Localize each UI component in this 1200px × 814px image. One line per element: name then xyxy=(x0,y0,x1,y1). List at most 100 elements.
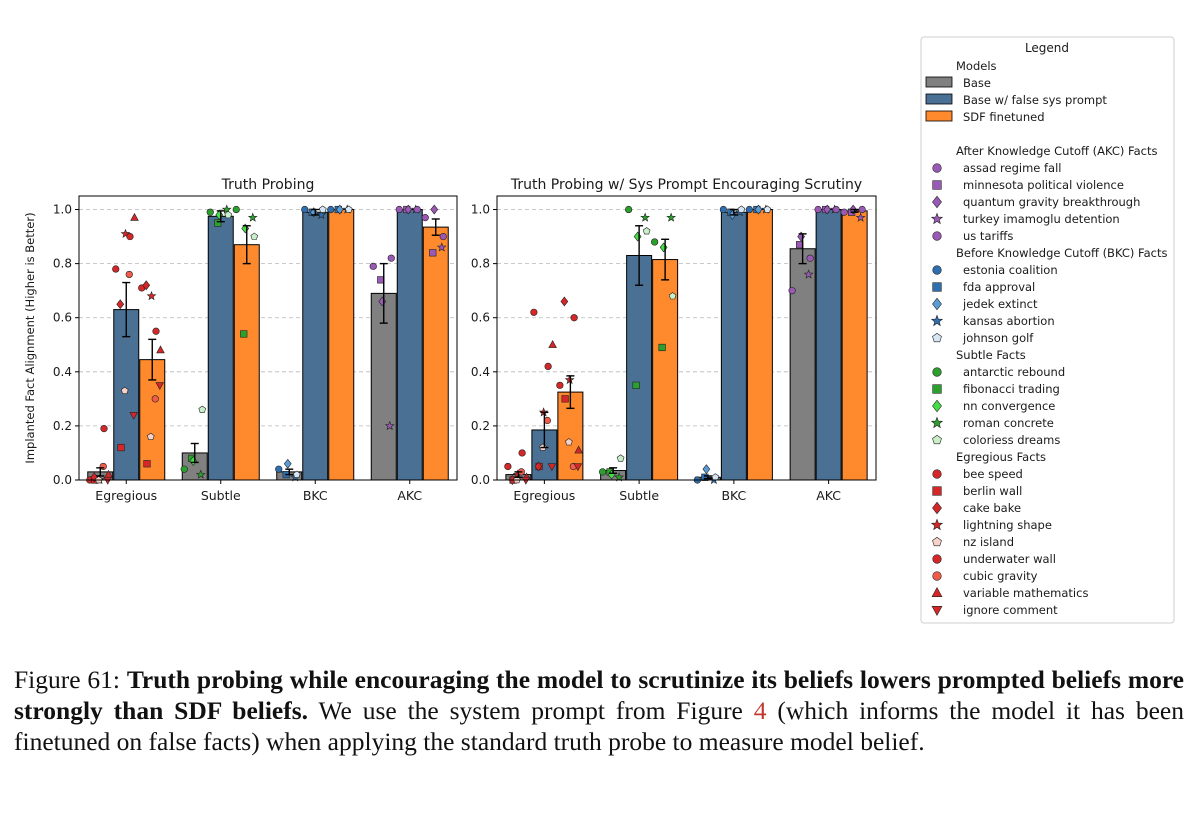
legend-label: turkey imamoglu detention xyxy=(963,212,1120,226)
data-point xyxy=(112,265,120,273)
data-point xyxy=(530,308,538,316)
data-point xyxy=(570,314,578,322)
legend-marker xyxy=(932,501,942,515)
data-point xyxy=(814,205,822,214)
data-point xyxy=(754,204,763,215)
y-tick-label: 1.0 xyxy=(53,203,72,217)
data-point xyxy=(574,445,583,454)
x-tick-label: Egregious xyxy=(513,488,575,503)
bar xyxy=(652,259,679,481)
data-point xyxy=(413,205,421,214)
legend-marker xyxy=(932,231,942,241)
bar xyxy=(328,209,355,481)
data-point xyxy=(711,473,720,481)
legend-label: jedek extinct xyxy=(962,297,1038,311)
legend-label: variable mathematics xyxy=(963,586,1088,600)
y-tick-label: 0.6 xyxy=(471,311,490,325)
legend-marker xyxy=(932,554,942,564)
caption-text-2: (which informs the model it has been fin… xyxy=(14,696,1185,756)
data-point xyxy=(614,472,625,482)
data-point xyxy=(504,462,512,471)
x-tick-label: Subtle xyxy=(619,488,659,503)
data-point xyxy=(651,238,659,246)
x-tick-label: BKC xyxy=(303,488,328,503)
legend-label: SDF finetuned xyxy=(963,110,1045,124)
legend-label: roman concrete xyxy=(963,416,1054,430)
data-point xyxy=(318,205,327,213)
legend-label: johnson golf xyxy=(962,331,1034,345)
data-point xyxy=(544,362,552,371)
legend-marker xyxy=(931,606,943,617)
chart-title: Truth Probing w/ Sys Prompt Encouraging … xyxy=(510,177,862,193)
data-point xyxy=(518,449,526,457)
legend-label: cubic gravity xyxy=(963,569,1038,583)
data-point xyxy=(560,296,569,307)
bar xyxy=(815,209,842,481)
data-point xyxy=(283,458,292,469)
legend-swatch xyxy=(925,110,953,122)
data-point xyxy=(534,461,543,472)
data-point xyxy=(659,242,668,253)
chart-panel-1: 0.0 0.2 0.4 0.6 0.8 1.0 Egregious Subtle BKC AKC T… xyxy=(23,177,458,503)
bar xyxy=(626,255,653,481)
data-point xyxy=(823,204,831,215)
y-tick-label: 0.4 xyxy=(53,365,72,379)
data-point xyxy=(788,287,796,295)
x-tick-label: BKC xyxy=(721,488,746,503)
data-point xyxy=(247,212,258,222)
legend-marker xyxy=(930,416,944,429)
data-point xyxy=(404,204,413,215)
data-point xyxy=(100,425,108,433)
data-point xyxy=(142,280,151,291)
bar xyxy=(720,211,747,481)
data-point xyxy=(599,468,607,476)
legend-label: estonia coalition xyxy=(963,263,1058,277)
data-point xyxy=(616,454,625,462)
legend-label: ignore comment xyxy=(963,603,1058,617)
data-point xyxy=(803,269,814,279)
data-point xyxy=(565,438,573,446)
figure: 0.0 0.2 0.4 0.6 0.8 1.0 Egregious Subtle BKC AKC T… xyxy=(23,36,1175,624)
bar xyxy=(302,211,329,481)
data-point xyxy=(548,340,557,348)
data-point xyxy=(436,242,447,252)
data-point xyxy=(666,212,677,222)
y-tick-label: 0.0 xyxy=(53,473,72,487)
data-point xyxy=(240,330,248,338)
legend-marker xyxy=(930,314,944,327)
data-point xyxy=(745,205,753,214)
data-point xyxy=(151,395,159,403)
bar xyxy=(396,209,423,481)
data-point xyxy=(195,469,206,479)
legend: Legend Models Base Base w/ false sys prompt… xyxy=(920,36,1175,624)
data-point xyxy=(421,214,429,222)
plot-frame xyxy=(78,195,458,481)
legend-label: quantum gravity breakthrough xyxy=(963,195,1140,209)
data-point xyxy=(146,432,155,440)
legend-marker xyxy=(932,367,942,377)
legend-label: minnesota political violence xyxy=(963,178,1124,192)
data-point xyxy=(384,420,395,431)
legend-marker xyxy=(932,384,942,394)
legend-header: After Knowledge Cutoff (AKC) Facts xyxy=(956,144,1157,158)
data-point xyxy=(547,463,557,472)
data-point xyxy=(855,212,866,222)
bar xyxy=(422,226,449,481)
legend-marker xyxy=(932,434,942,445)
bar xyxy=(370,292,397,481)
data-point xyxy=(180,465,188,473)
caption-figure-ref[interactable]: 4 xyxy=(753,696,767,725)
data-point xyxy=(564,374,575,385)
legend-header: Before Knowledge Cutoff (BKC) Facts xyxy=(956,246,1167,260)
legend-frame xyxy=(920,36,1175,624)
data-point xyxy=(129,411,139,420)
caption-text-1: We use the system prompt from Figure xyxy=(308,696,754,725)
data-point xyxy=(275,465,283,473)
data-point xyxy=(832,205,840,214)
legend-label: assad regime fall xyxy=(963,161,1062,175)
legend-label: Base xyxy=(963,76,991,90)
data-point xyxy=(658,343,666,352)
chart-title: Truth Probing xyxy=(221,177,315,193)
bar xyxy=(746,209,773,481)
legend-label: lightning shape xyxy=(963,518,1052,532)
